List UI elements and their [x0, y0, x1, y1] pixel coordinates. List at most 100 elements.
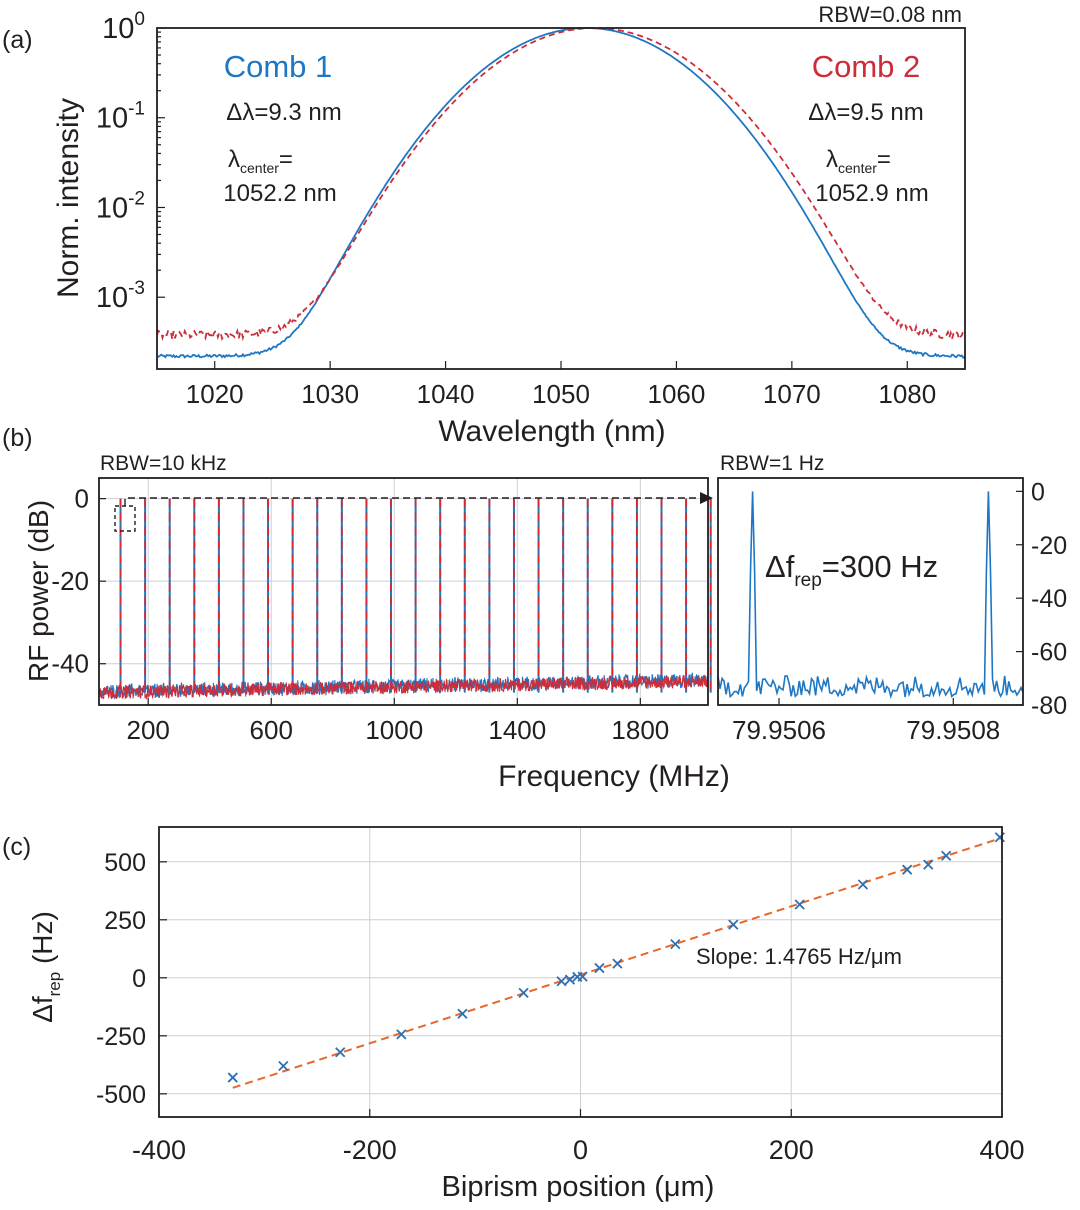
panel-c-marker-stroke [794, 899, 805, 910]
panel-c-data-point [556, 976, 567, 987]
comb1-center-lambda: λ [228, 146, 240, 173]
panel-b-inset-series [717, 491, 1024, 700]
panel-c-xtick-label: 400 [979, 1135, 1024, 1165]
comb1-label: Comb 1 [224, 49, 333, 84]
zoom-arrow-head [700, 492, 713, 504]
delta-frep-value: =300 Hz [822, 549, 938, 584]
panel-c-grid [158, 827, 1003, 1117]
panel-c-data-point [518, 987, 529, 999]
panel-c-marker-stroke [564, 974, 576, 985]
panel-c-ytick-label: 0 [132, 965, 146, 993]
panel-c-data-point [857, 879, 869, 890]
panel-b-inset-ytick-label: -40 [1031, 585, 1067, 613]
panel-a-ytick-label: 10-1 [96, 99, 145, 135]
panel-b-ytick-label: 0 [75, 484, 89, 514]
panel-c-data-point [457, 1008, 468, 1019]
comb1-bandwidth: Δλ=9.3 nm [226, 99, 341, 126]
panel-a-xticks: 1020 1030 1040 1050 1060 1070 1080 [186, 361, 936, 409]
panel-c-data-point [923, 859, 934, 870]
panel-b-inset-ytick-label: -60 [1031, 639, 1067, 667]
comb2-center-label: λcenter= [826, 146, 891, 176]
panel-c-marker-stroke [594, 962, 605, 974]
panel-a-xtick-label: 1060 [648, 379, 706, 409]
panel-c-marker-stroke [670, 939, 681, 950]
panel-c-ylabel: Δfrep (Hz) [27, 911, 64, 1023]
panel-c-xtick-label: -200 [343, 1135, 397, 1165]
panel-b: (b) RBW=10 kHz RBW=1 Hz 200 600 1000 1400 18… [2, 424, 1067, 793]
panel-a-ytick-exp: -1 [128, 99, 145, 120]
comb1-center-sub: center [240, 160, 279, 176]
panel-b-inset-yticks: 0 -20 -40 -60 -80 [1016, 478, 1067, 720]
panel-a-xtick-label: 1030 [301, 379, 359, 409]
panel-a-xtick-label: 1070 [763, 379, 821, 409]
panel-c-marker-stroke [612, 958, 623, 969]
panel-a-ytick-base: 10 [96, 282, 128, 314]
panel-b-inset-rbw: RBW=1 Hz [720, 452, 824, 475]
panel-c-marker-stroke [278, 1060, 289, 1072]
panel-c-ylabel-unit: (Hz) [27, 911, 58, 972]
panel-b-xtick-label: 600 [250, 715, 293, 745]
panel-c-data-point [902, 864, 913, 875]
panel-c-yticks: 500 250 0 -250 -500 [96, 849, 167, 1109]
panel-b-inset-xticks: 79.9506 79.9508 [732, 698, 1000, 745]
panel-c-marker-stroke [556, 976, 567, 987]
panel-c-ytick-label: 500 [104, 849, 146, 877]
comb2-center-value: 1052.9 nm [815, 180, 928, 207]
panel-b-rbw: RBW=10 kHz [100, 452, 227, 475]
panel-a-xtick-label: 1080 [878, 379, 936, 409]
panel-b-inset-xtick-label: 79.9506 [732, 715, 826, 745]
panel-c-marker-stroke [518, 987, 529, 999]
panel-a-ytick-label: 100 [102, 9, 145, 45]
zoom-arrow-line [124, 497, 702, 506]
panel-c-series [227, 832, 1006, 1089]
panel-a-letter: (a) [2, 26, 33, 54]
panel-c-data-point [577, 971, 588, 982]
panel-c-marker-stroke [457, 1008, 468, 1019]
panel-a-ytick-label: 10-2 [96, 188, 145, 224]
panel-a-ytick-base: 10 [96, 192, 128, 224]
panel-b-inset-ytick-label: -80 [1031, 692, 1067, 720]
panel-b-grid [99, 478, 708, 705]
panel-c-xlabel: Biprism position (μm) [442, 1171, 715, 1203]
fit-slope-label: Slope: 1.4765 Hz/μm [696, 944, 902, 969]
panel-c-xtick-label: 200 [769, 1135, 814, 1165]
panel-c-data-point [728, 919, 739, 930]
comb2-label: Comb 2 [812, 49, 921, 84]
panel-c-ylabel-sub: rep [45, 972, 64, 997]
panel-c-marker-stroke [923, 859, 934, 870]
panel-c-data-point [670, 939, 681, 950]
panel-c-ytick-label: -250 [96, 1023, 146, 1051]
panel-a-ylabel: Norm. intensity [52, 98, 85, 298]
panel-b-letter: (b) [2, 424, 33, 452]
panel-c-data-point [794, 899, 805, 910]
panel-c-marker-stroke [335, 1047, 346, 1058]
panel-b-xtick-label: 1000 [365, 715, 423, 745]
panel-c-ytick-label: 250 [104, 907, 146, 935]
panel-c-xticks: -400 -200 0 200 400 [132, 1109, 1025, 1165]
panel-c-xtick-label: -400 [132, 1135, 186, 1165]
panel-c-data-point [612, 958, 623, 969]
panel-a-xtick-label: 1020 [186, 379, 244, 409]
panel-c-marker-stroke [396, 1029, 407, 1040]
comb1-center-eq: = [279, 146, 293, 173]
panel-c-marker-stroke [728, 919, 739, 930]
panel-a-xtick-label: 1050 [532, 379, 590, 409]
panel-b-series [98, 498, 712, 701]
panel-a-ytick-base: 10 [102, 13, 134, 45]
comb2-bandwidth: Δλ=9.5 nm [808, 99, 923, 126]
delta-frep-annotation: Δfrep=300 Hz [765, 549, 938, 591]
panel-a-ytick-label: 10-3 [96, 278, 145, 314]
panel-a-xtick-label: 1040 [417, 379, 475, 409]
panel-a-xlabel: Wavelength (nm) [438, 415, 665, 448]
panel-c-letter: (c) [2, 833, 31, 861]
panel-c-data-point [335, 1047, 346, 1058]
panel-c-ylabel-main: Δf [27, 996, 58, 1023]
panel-a-rbw: RBW=0.08 nm [818, 2, 962, 27]
comb1-center-value: 1052.2 nm [223, 180, 336, 207]
panel-b-xticks: 200 600 1000 1400 1800 [127, 698, 669, 745]
panel-b-xtick-label: 1800 [611, 715, 669, 745]
panel-a: (a) RBW=0.08 nm 1020 1030 1040 1050 1060 1070… [2, 2, 966, 448]
panel-b-inset-ytick-label: 0 [1031, 478, 1045, 506]
